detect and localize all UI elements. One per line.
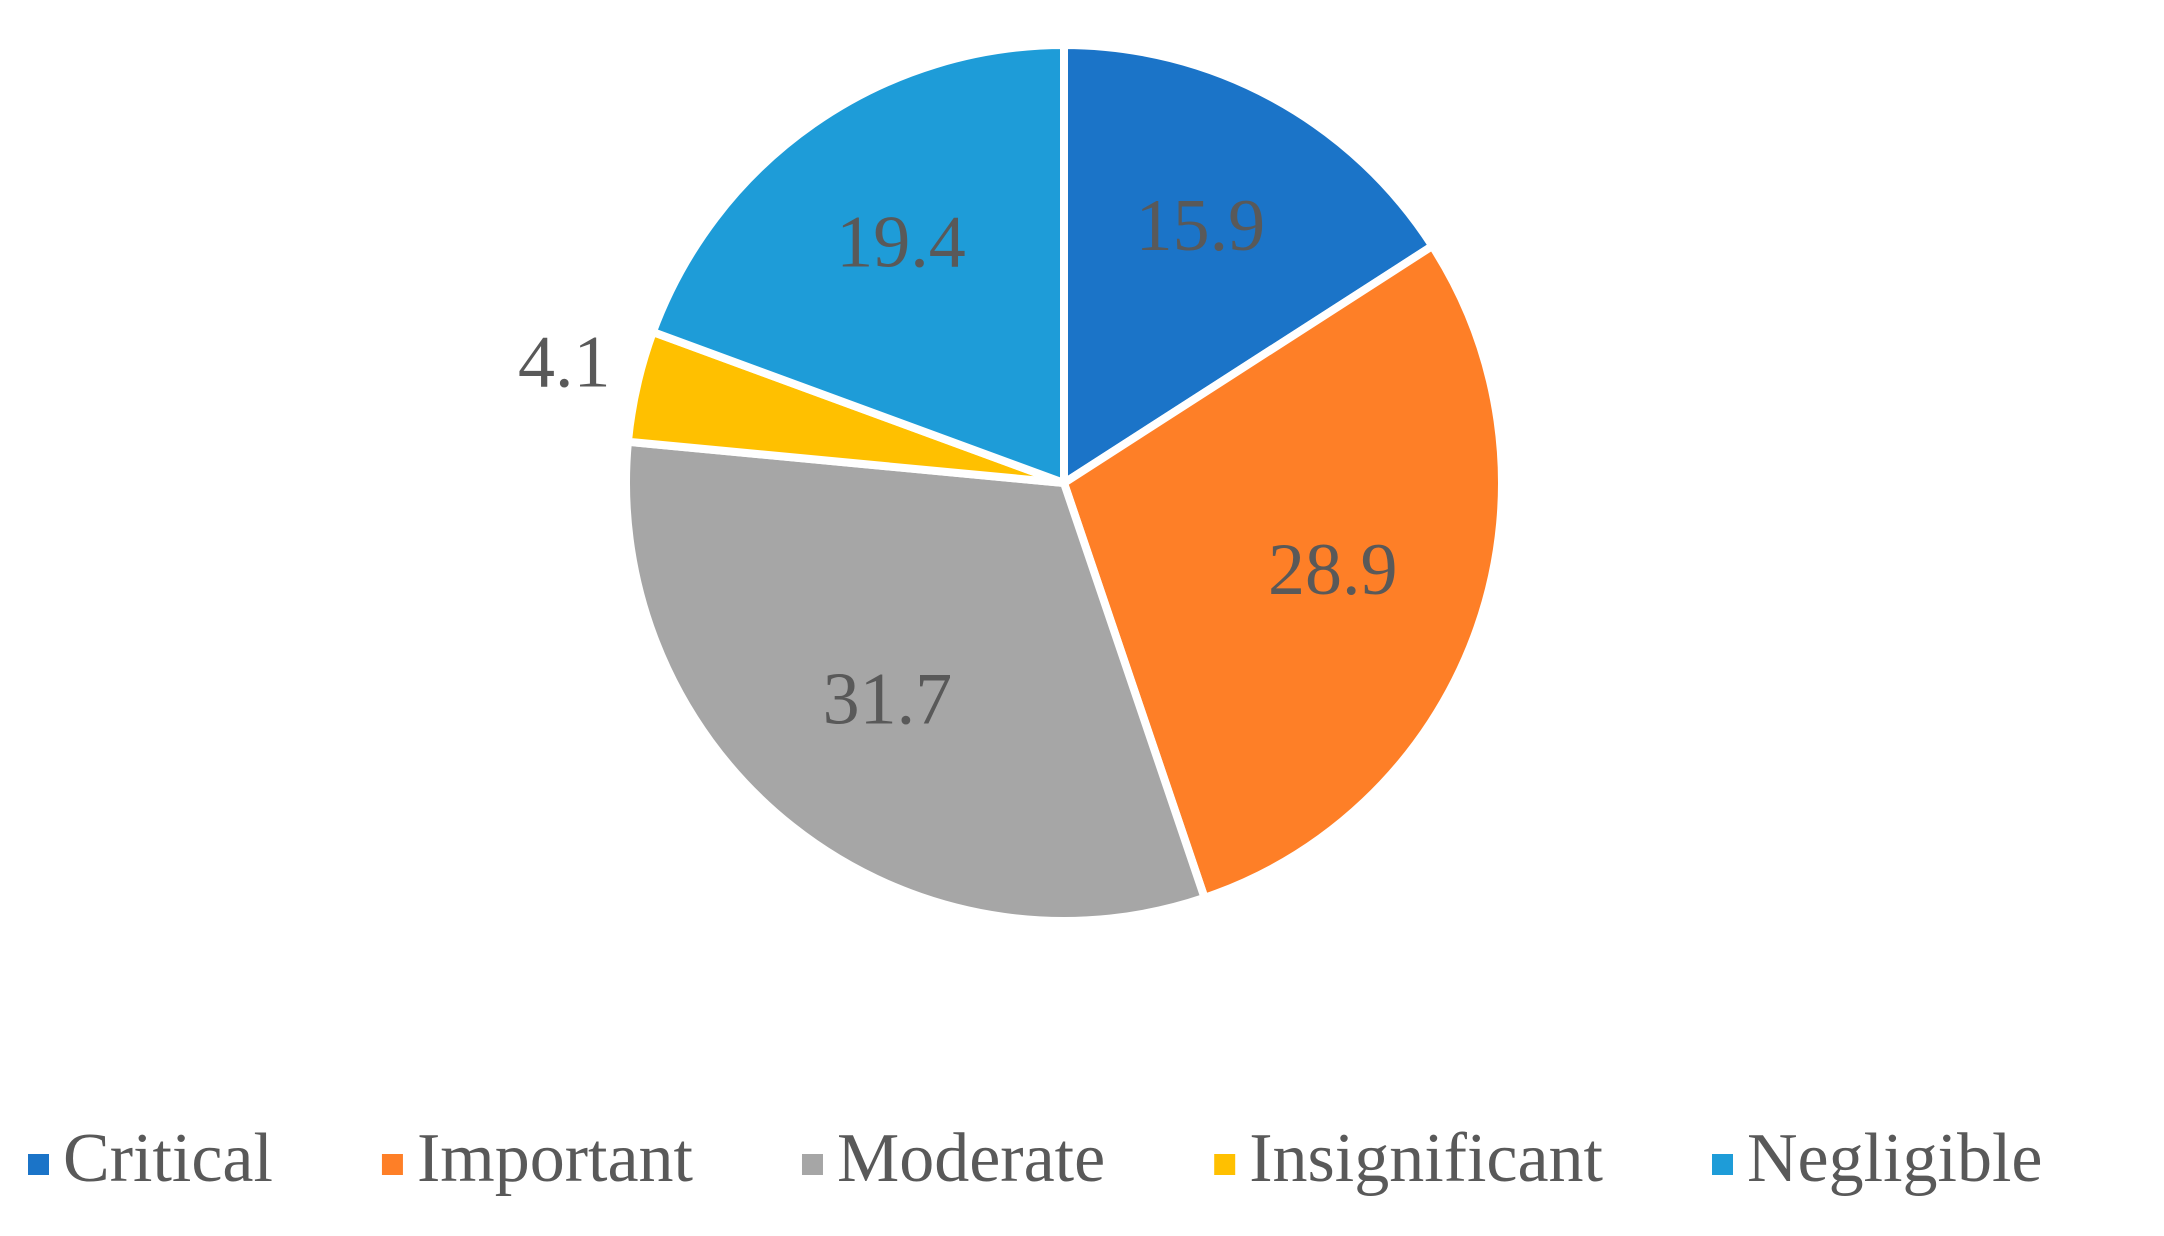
- pie-slice: [1060, 41, 1437, 487]
- pie-slice: [1060, 241, 1506, 902]
- legend-label: Moderate: [837, 1120, 1105, 1197]
- data-label: 15.9: [1136, 185, 1266, 267]
- pie-slice: [648, 41, 1068, 487]
- legend-label: Important: [417, 1120, 694, 1197]
- data-label: 4.1: [518, 322, 611, 404]
- legend-marker: [1214, 1154, 1236, 1175]
- legend-label: Insignificant: [1249, 1120, 1603, 1197]
- data-label: 28.9: [1268, 529, 1398, 611]
- legend-label: Critical: [63, 1120, 273, 1197]
- data-label: 31.7: [823, 658, 953, 740]
- legend-marker: [28, 1154, 49, 1175]
- legend-marker: [381, 1154, 403, 1175]
- pie-slice: [622, 437, 1209, 925]
- legend-marker: [801, 1154, 823, 1175]
- legend-label: Negligible: [1747, 1120, 2042, 1197]
- data-label: 19.4: [836, 202, 966, 284]
- legend-marker: [1712, 1154, 1733, 1175]
